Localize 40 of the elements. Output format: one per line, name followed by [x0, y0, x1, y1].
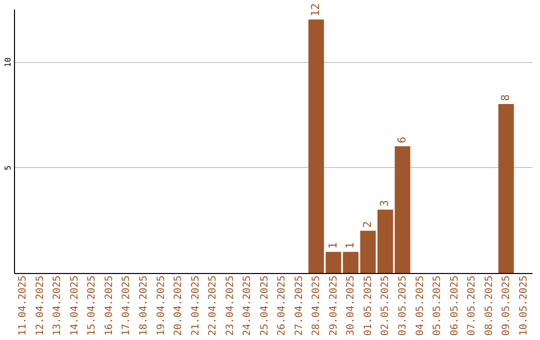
x-tick-label: 15.04.2025	[86, 276, 98, 336]
data-label: 12	[309, 3, 322, 17]
x-tick-label: 07.05.2025	[466, 276, 478, 336]
x-tick-label: 28.04.2025	[311, 276, 322, 336]
x-tick-label: 13.04.2025	[52, 276, 64, 336]
x-tick-label: 03.05.2025	[398, 276, 408, 336]
x-tick-label: 27.04.2025	[294, 276, 305, 336]
x-tick-label: 23.04.2025	[224, 276, 236, 336]
x-tick-label: 04.05.2025	[414, 276, 426, 336]
x-tick-label: 24.04.2025	[242, 276, 254, 336]
x-tick-label: 14.04.2025	[69, 276, 80, 336]
x-tick-label: 26.04.2025	[276, 276, 288, 336]
y-tick-label: 10	[4, 57, 12, 68]
data-label: 1	[326, 242, 340, 249]
data-label: 2	[360, 221, 374, 228]
x-tick-label: 17.04.2025	[121, 276, 132, 336]
data-label: 1	[344, 242, 357, 249]
x-tick-label: 30.04.2025	[346, 276, 357, 336]
x-tick-label: 10.05.2025	[518, 276, 530, 336]
y-tick-label: 5	[4, 165, 12, 170]
x-tick-label: 09.05.2025	[501, 276, 512, 336]
x-tick-label: 20.04.2025	[173, 276, 184, 336]
x-tick-label: 05.05.2025	[432, 276, 444, 336]
x-tick-label: 29.04.2025	[328, 276, 340, 336]
x-tick-label: 08.05.2025	[484, 276, 495, 336]
x-tick-label: 11.04.2025	[18, 276, 29, 336]
x-tick-label: 25.04.2025	[259, 276, 270, 336]
x-tick-label: 21.04.2025	[190, 276, 202, 336]
x-tick-label: 06.05.2025	[449, 276, 460, 336]
data-label: 3	[378, 200, 392, 207]
x-tick-label: 02.05.2025	[380, 276, 392, 336]
x-tick-label: 22.04.2025	[208, 276, 219, 336]
x-tick-label: 12.04.2025	[34, 276, 46, 336]
x-tick-label: 01.05.2025	[362, 276, 374, 336]
bar	[498, 104, 514, 273]
data-label: 6	[396, 136, 408, 144]
x-tick-label: 16.04.2025	[104, 276, 115, 336]
x-tick-label: 18.04.2025	[138, 276, 150, 336]
data-label: 8	[499, 94, 512, 102]
x-tick-label: 19.04.2025	[156, 276, 167, 336]
